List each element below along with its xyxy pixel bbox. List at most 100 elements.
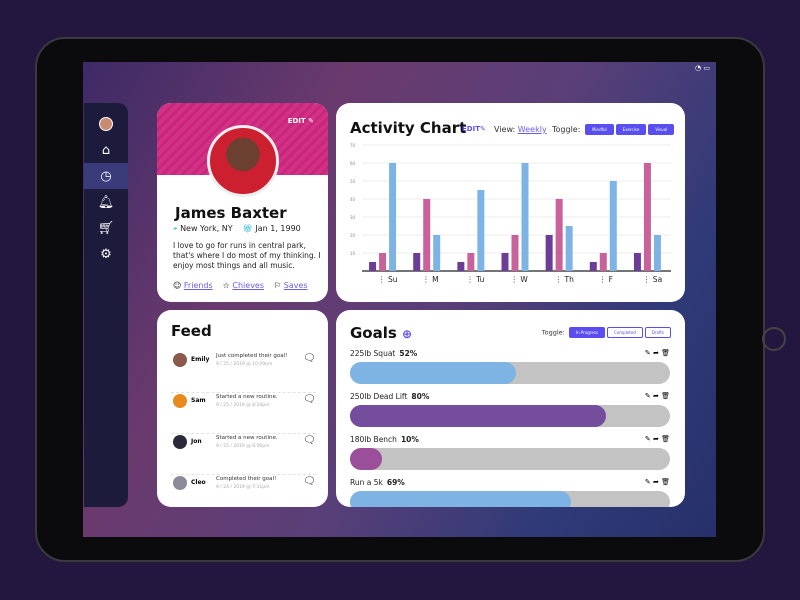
share-icon[interactable]: ➦ [653, 435, 659, 443]
comment-icon[interactable]: 🗨︎ [303, 435, 316, 446]
share-icon[interactable]: ➦ [653, 478, 659, 486]
bar-visual [653, 235, 661, 271]
x-tick-label: ⋮ F [599, 275, 613, 284]
dashboard-icon[interactable]: ◷ [84, 163, 128, 189]
x-tick-label: ⋮ Th [555, 275, 574, 284]
comment-icon[interactable]: 🗨︎ [303, 394, 316, 405]
feed-message: Just completed their goal! [216, 353, 288, 359]
y-tick-label: 10 [350, 251, 356, 256]
bar-mindful [457, 262, 465, 271]
home-icon[interactable]: ⌂ [101, 142, 111, 158]
profile-birthday: Jan 1, 1990 [255, 224, 301, 233]
feed-item[interactable]: Cleo Completed their goal! 9 / 24 / 2019… [171, 476, 316, 507]
feed-item[interactable]: Emily Just completed their goal! 9 / 25 … [171, 353, 316, 393]
bar-exercise [423, 199, 431, 271]
goal-item: 250lb Dead Lift 80% ✎ ➦ 🗑︎ [350, 392, 670, 427]
x-tick-label: ⋮ W [511, 275, 529, 284]
feed-card: Feed Emily Just completed their goal! 9 … [157, 310, 328, 507]
profile-meta: ⌖ New York, NY 🎁︎ Jan 1, 1990 [173, 224, 301, 234]
feed-avatar [173, 394, 187, 408]
profile-edit-button[interactable]: EDIT ✎ [287, 117, 314, 125]
edit-icon[interactable]: ✎ [644, 435, 651, 443]
activity-chart-card: Activity Chart EDIT✎ View: Weekly Toggle… [336, 103, 685, 302]
feed-timestamp: 9 / 25 / 2019 @ 10:09pm [216, 362, 273, 367]
feed-item[interactable]: Jon Started a new routine. 9 / 25 / 2019… [171, 435, 316, 475]
toggle-completed[interactable]: Completed [607, 327, 643, 338]
bar-mindful [589, 262, 597, 271]
goal-percent: 10% [400, 435, 419, 444]
trash-icon[interactable]: 🗑︎ [661, 435, 670, 443]
toggle-in-progress[interactable]: In Progress [568, 327, 605, 338]
bar-exercise [467, 253, 475, 271]
chart-title: Activity Chart [350, 119, 467, 137]
bar-mindful [369, 262, 377, 271]
toggle-visual[interactable]: Visual [648, 124, 675, 135]
trash-icon[interactable]: 🗑︎ [661, 349, 670, 357]
home-button[interactable] [762, 327, 786, 351]
y-tick-label: 60 [350, 161, 356, 166]
bar-exercise [511, 235, 519, 271]
profile-avatar [207, 125, 279, 197]
goal-progress-fill [350, 362, 517, 384]
activity-bar-chart: 10 20 30 40 50 60 70 ⋮ Su ⋮ M ⋮ Tu ⋮ W ⋮ Th ⋮ F ⋮ Sa [350, 143, 671, 284]
x-tick-label: ⋮ Tu [466, 275, 484, 284]
goal-progress-bar [350, 448, 670, 470]
status-bar-icons: ◔ ▭ [695, 64, 710, 72]
add-goal-icon[interactable]: ⊕ [402, 327, 413, 341]
comment-icon[interactable]: 🗨︎ [303, 353, 316, 364]
friends-link[interactable]: Friends [183, 281, 213, 290]
comment-icon[interactable]: 🗨︎ [303, 476, 316, 487]
edit-icon[interactable]: ✎ [644, 392, 651, 400]
feed-avatar [173, 476, 187, 490]
sidebar-avatar[interactable] [84, 111, 128, 137]
bar-visual [477, 190, 485, 271]
chart-edit-button[interactable]: EDIT✎ [462, 125, 486, 133]
bar-exercise [599, 253, 607, 271]
chart-toggle-label: Toggle: [552, 125, 581, 134]
bar-visual [521, 163, 529, 271]
bar-exercise [643, 163, 651, 271]
trash-icon[interactable]: 🗑︎ [661, 392, 670, 400]
share-icon[interactable]: ➦ [653, 349, 659, 357]
share-icon[interactable]: ➦ [653, 392, 659, 400]
edit-icon[interactable]: ✎ [644, 478, 651, 486]
goal-name: 225lb Squat [350, 349, 396, 358]
goals-toggle-label: Toggle: [541, 328, 565, 337]
achievements-link[interactable]: Chieves [232, 281, 265, 290]
view-label: View: [494, 125, 516, 134]
feed-item[interactable]: Sam Started a new routine. 9 / 25 / 2019… [171, 394, 316, 434]
saves-link[interactable]: Saves [283, 281, 308, 290]
feed-name: Cleo [191, 479, 206, 486]
bar-mindful [501, 253, 509, 271]
edit-icon[interactable]: ✎ [644, 349, 651, 357]
gift-icon: 🎁︎ [242, 224, 253, 233]
gear-icon[interactable]: ⚙ [100, 246, 112, 262]
goal-progress-fill [350, 405, 606, 427]
goal-item: 225lb Squat 52% ✎ ➦ 🗑︎ [350, 349, 670, 384]
feed-message: Started a new routine. [216, 435, 278, 441]
trash-icon[interactable]: 🗑︎ [661, 478, 670, 486]
toggle-mindful[interactable]: Mindful [584, 124, 614, 135]
goal-name: 250lb Dead Lift [350, 392, 408, 401]
sidebar: ⌂ ◷ 🔔︎ 🛒︎ ⚙ [84, 103, 128, 507]
location-icon: ⌖ [173, 224, 178, 233]
toggle-drafts[interactable]: Drafts [644, 327, 671, 338]
goal-percent: 69% [386, 478, 405, 487]
goal-progress-bar [350, 405, 670, 427]
bar-exercise [379, 253, 387, 271]
bar-visual [389, 163, 397, 271]
y-tick-label: 50 [350, 179, 356, 184]
goal-progress-bar [350, 491, 670, 507]
view-select[interactable]: Weekly [517, 125, 547, 134]
x-tick-label: ⋮ M [422, 275, 438, 284]
goals-card: Goals ⊕ Toggle: In Progress Completed Draf… [336, 310, 685, 507]
feed-message: Started a new routine. [216, 394, 278, 400]
cart-icon[interactable]: 🛒︎ [97, 220, 115, 236]
x-tick-label: ⋮ Sa [643, 275, 662, 284]
bar-visual [609, 181, 617, 271]
y-tick-label: 30 [350, 215, 356, 220]
bell-icon[interactable]: 🔔︎ [97, 194, 115, 210]
toggle-exercise[interactable]: Exercise [615, 124, 647, 135]
profile-links: ☺ Friends ☆ Chieves ⚐ Saves [173, 281, 308, 290]
goal-percent: 52% [399, 349, 418, 358]
